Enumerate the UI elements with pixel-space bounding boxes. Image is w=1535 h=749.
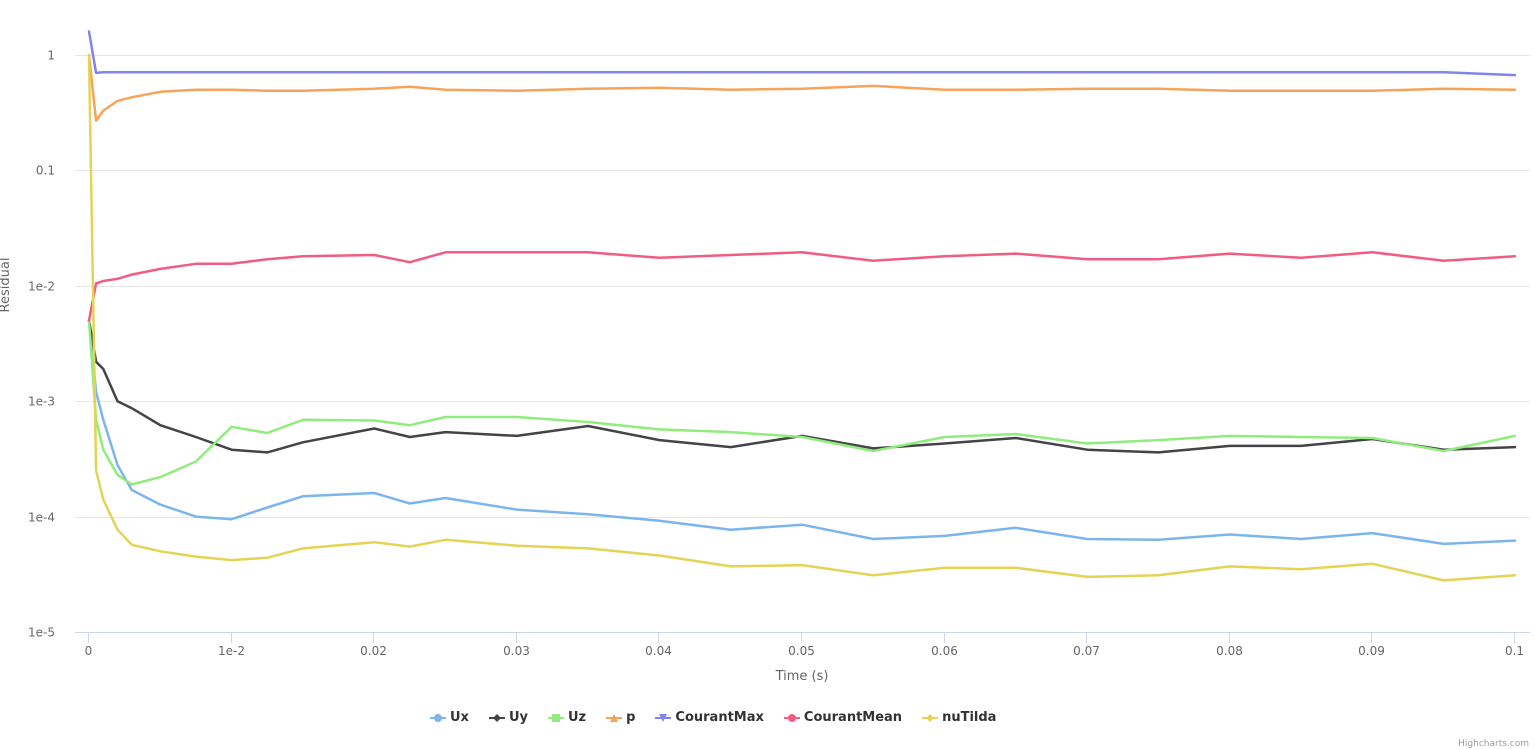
y-tick-label: 1e-2	[28, 280, 55, 294]
legend-label: Ux	[450, 710, 469, 725]
x-tick-label: 0	[85, 644, 93, 658]
x-tick-label: 0.03	[503, 644, 530, 658]
legend-label: Uz	[567, 710, 587, 725]
series-line-ux[interactable]	[87, 319, 1517, 546]
y-tick-label: 1e-4	[28, 511, 55, 525]
series-line-uy[interactable]	[87, 319, 1517, 454]
credits-link[interactable]: Highcharts.com	[1458, 739, 1529, 749]
circle-marker-icon	[783, 713, 800, 722]
x-tick-label: 0.05	[788, 644, 815, 658]
y-tick-label: 1	[47, 49, 55, 63]
legend-item-uy[interactable]: Uy	[488, 710, 528, 725]
square-marker-icon	[547, 713, 564, 722]
x-tick-label: 0.07	[1073, 644, 1100, 658]
y-tick-label: 1e-3	[28, 395, 55, 409]
x-tick-label: 0.04	[645, 644, 672, 658]
series-line-courantmax[interactable]	[87, 30, 1517, 77]
triangle-marker-icon	[606, 713, 623, 722]
grid-lines	[75, 55, 1530, 518]
legend: Ux Uy Uz p CourantMax CourantMean nuTilda	[430, 710, 996, 725]
x-tick-label: 0.08	[1216, 644, 1243, 658]
legend-item-nutilda[interactable]: nuTilda	[922, 710, 996, 725]
legend-label: p	[626, 710, 636, 725]
y-axis-labels: 1 0.1 1e-2 1e-3 1e-4 1e-5	[28, 49, 55, 640]
x-tick-label: 0.1	[1505, 644, 1524, 658]
triangle-down-marker-icon	[655, 713, 672, 722]
x-axis: 0 1e-2 0.02 0.03 0.04 0.05 0.06 0.07 0.08 0.09 0.1	[75, 632, 1530, 658]
legend-item-ux[interactable]: Ux	[430, 710, 469, 725]
legend-label: CourantMax	[675, 710, 764, 725]
x-axis-title: Time (s)	[775, 669, 829, 684]
series-lines	[87, 30, 1517, 582]
y-tick-label: 1e-5	[28, 626, 55, 640]
legend-item-courantmax[interactable]: CourantMax	[655, 710, 764, 725]
series-line-courantmean[interactable]	[87, 251, 1517, 322]
legend-label: CourantMean	[803, 710, 903, 725]
y-tick-label: 0.1	[36, 164, 55, 178]
x-tick-label: 0.09	[1358, 644, 1385, 658]
x-tick-label: 1e-2	[218, 644, 245, 658]
series-line-p[interactable]	[87, 53, 1517, 122]
legend-item-p[interactable]: p	[606, 710, 635, 725]
legend-item-courantmean[interactable]: CourantMean	[783, 710, 903, 725]
diamond-marker-icon	[922, 713, 939, 722]
series-line-nutilda[interactable]	[87, 53, 1517, 582]
legend-label: nuTilda	[942, 710, 997, 725]
diamond-marker-icon	[488, 713, 505, 722]
x-tick-label: 0.06	[931, 644, 958, 658]
x-tick-label: 0.02	[360, 644, 387, 658]
circle-marker-icon	[430, 713, 446, 722]
legend-item-uz[interactable]: Uz	[547, 710, 587, 725]
series-line-uz[interactable]	[87, 319, 1517, 486]
y-axis-title: Residual	[0, 258, 13, 313]
legend-label: Uy	[508, 710, 528, 725]
